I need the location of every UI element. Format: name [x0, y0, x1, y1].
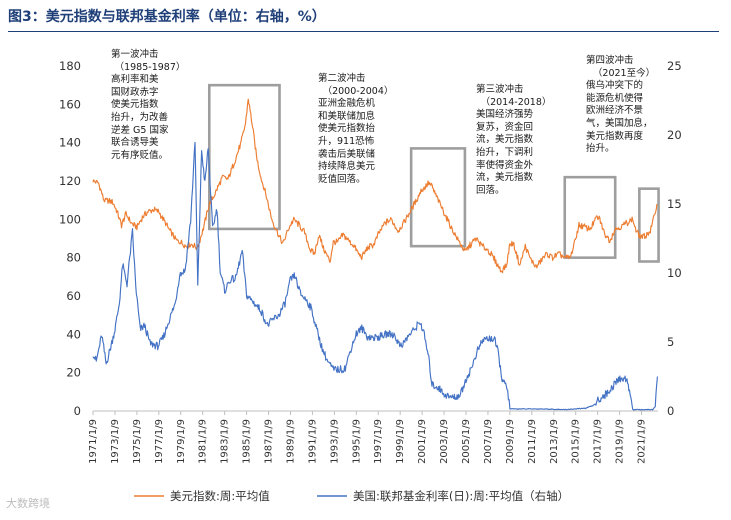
y-left-tick-4: 80	[66, 251, 81, 265]
y-right-tick-2: 10	[667, 266, 682, 280]
annotation-wave2-heading: 第二波冲击	[318, 73, 366, 84]
y-right-tick-1: 5	[667, 335, 674, 349]
annotation-wave4-line-4: 美元指数再度	[586, 130, 644, 142]
y-left-tick-5: 100	[59, 212, 81, 226]
x-tick-25: 2021/1/9	[637, 419, 648, 464]
y-right-tick-0: 0	[667, 404, 674, 418]
x-tick-21: 2013/1/9	[549, 419, 560, 464]
x-tick-0: 1971/1/9	[88, 419, 99, 464]
annotation-wave1-line-0: 高利率和美	[111, 74, 159, 86]
x-tick-13: 1997/1/9	[373, 419, 384, 464]
y-left-tick-8: 160	[59, 97, 81, 111]
annotation-box-wave3	[563, 175, 617, 259]
annotation-wave1-line-1: 国财政赤字	[111, 86, 159, 98]
annotation-wave3-heading: 第三波冲击	[476, 84, 524, 95]
x-tick-8: 1987/1/9	[264, 419, 275, 464]
y-right-tick-4: 20	[667, 128, 682, 142]
x-tick-12: 1995/1/9	[351, 419, 362, 464]
annotation-wave3-line-6: 回落。	[476, 184, 505, 196]
annotation-wave1-line-2: 使美元指数	[111, 99, 159, 111]
annotation-wave4-body: 俄乌冲突下的 能源危机使得 欧洲经济不景 气，美国加息， 美元指数再度 抬升。	[586, 80, 662, 156]
x-tick-7: 1985/1/9	[242, 419, 253, 464]
y-left-tick-3: 60	[66, 289, 81, 303]
x-tick-22: 2015/1/9	[571, 419, 582, 464]
x-tick-17: 2005/1/9	[461, 419, 472, 464]
y-left-tick-9: 180	[59, 59, 81, 73]
x-tick-20: 2011/1/9	[527, 419, 538, 464]
y-left-tick-2: 40	[66, 327, 81, 341]
title-rule	[8, 31, 719, 32]
legend: 美元指数:周:平均值 美国:联邦基金利率(日):周:平均值（右轴）	[134, 489, 569, 503]
y-left-tick-1: 20	[66, 366, 81, 380]
legend-label-ffr: 美国:联邦基金利率(日):周:平均值（右轴）	[353, 489, 569, 503]
x-tick-6: 1983/1/9	[220, 419, 231, 464]
annotation-wave1-heading: 第一波冲击	[111, 49, 159, 60]
x-tick-3: 1977/1/9	[154, 419, 165, 464]
x-tick-14: 1999/1/9	[395, 419, 406, 464]
annotation-wave2-line-1: 和美联储加息	[318, 110, 376, 122]
watermark: 大数跨境	[6, 497, 50, 510]
annotation-wave1-period: （1985-1987）	[114, 61, 186, 73]
annotation-wave3-line-4: 率使得资金外	[476, 159, 534, 171]
figure-title: 图3：美元指数与联邦基金利率（单位：右轴，%）	[8, 9, 326, 25]
annotation-wave3-line-1: 复苏，资金回	[476, 121, 534, 133]
annotation-wave3-line-2: 流，美元指数	[476, 134, 534, 146]
x-tick-24: 2019/1/9	[615, 419, 626, 464]
annotation-wave1: 第一波冲击 （1985-1987） 高利率和美 国财政赤字 使美元指数 抬升，为改善逆…	[111, 49, 189, 162]
annotation-wave4-period: （2021至今）	[592, 67, 656, 79]
annotation-wave2-body: 亚洲金融危机 和美联储加息 使美元指数抬 升，911恐怖 袭击后美联储 持续降息美元 贬值回…	[318, 98, 398, 186]
y-right-tick-3: 15	[667, 197, 682, 211]
y-left-tick-7: 140	[59, 136, 81, 150]
annotation-wave3-line-0: 美国经济强势	[476, 109, 534, 121]
series-line-fed-funds-rate	[92, 141, 659, 411]
annotation-wave2-line-0: 亚洲金融危机	[318, 98, 376, 110]
x-tick-10: 1991/1/9	[307, 419, 318, 464]
y-left-tick-0: 0	[74, 404, 81, 418]
x-tick-16: 2003/1/9	[439, 419, 450, 464]
x-tick-18: 2007/1/9	[483, 419, 494, 464]
annotation-wave3: 第三波冲击 （2014-2018） 美国经济强势 复苏，资金回 流，美元指数 抬升，下…	[476, 84, 556, 197]
annotation-wave2-line-3: 升，911恐怖	[318, 135, 375, 147]
x-tick-15: 2001/1/9	[417, 419, 428, 464]
annotation-wave1-line-4: 逆差 G5 国家	[111, 124, 169, 136]
x-tick-5: 1981/1/9	[198, 419, 209, 464]
annotation-wave2-period: （2000-2004）	[322, 85, 394, 97]
annotation-box-wave2	[409, 147, 467, 248]
annotation-wave4-line-2: 欧洲经济不景	[586, 105, 644, 117]
annotation-wave4: 第四波冲击 （2021至今） 俄乌冲突下的 能源危机使得 欧洲经济不景 气，美国加息，…	[586, 55, 662, 156]
annotation-wave2-line-5: 持续降息美元	[318, 161, 376, 173]
legend-label-usd: 美元指数:周:平均值	[170, 489, 270, 503]
y-right-tick-5: 25	[667, 59, 682, 73]
x-tick-1: 1973/1/9	[110, 419, 121, 464]
x-tick-11: 1993/1/9	[329, 419, 340, 464]
annotation-wave4-line-3: 气，美国加息，	[586, 117, 653, 129]
annotation-wave3-period: （2014-2018）	[480, 96, 552, 108]
annotation-wave4-line-5: 抬升。	[586, 143, 615, 155]
annotation-wave4-heading: 第四波冲击	[586, 55, 634, 66]
annotation-wave2-line-2: 使美元指数抬	[318, 123, 376, 135]
annotation-wave2-line-4: 袭击后美联储	[318, 148, 376, 160]
annotation-wave1-line-6: 元有序贬值。	[111, 149, 169, 161]
annotation-wave3-body: 美国经济强势 复苏，资金回 流，美元指数 抬升，下调利 率使得资金外 流，美元指数 回落。	[476, 109, 556, 197]
annotation-wave1-body: 高利率和美 国财政赤字 使美元指数 抬升，为改善 逆差 G5 国家 联合诱导美 元有序贬值。	[111, 74, 189, 162]
x-tick-23: 2017/1/9	[593, 419, 604, 464]
annotation-wave2: 第二波冲击 （2000-2004） 亚洲金融危机 和美联储加息 使美元指数抬 升，91…	[318, 73, 398, 186]
annotation-wave4-line-0: 俄乌冲突下的	[586, 80, 644, 92]
axes: 0 20 40 60 80 100 120 140 160 180 0 5 10 15 20 25 1971/1…	[59, 59, 682, 464]
annotation-wave1-line-5: 联合诱导美	[111, 137, 159, 149]
annotation-wave1-line-3: 抬升，为改善	[111, 111, 169, 123]
x-tick-2: 1975/1/9	[132, 419, 143, 464]
x-tick-9: 1989/1/9	[285, 419, 296, 464]
annotation-wave3-line-3: 抬升，下调利	[476, 146, 534, 158]
annotation-wave2-line-6: 贬值回落。	[318, 173, 366, 185]
y-left-tick-6: 120	[59, 174, 81, 188]
x-tick-4: 1979/1/9	[176, 419, 187, 464]
series-lines	[92, 98, 659, 411]
annotation-box-wave4	[638, 187, 660, 263]
annotation-wave4-line-1: 能源危机使得	[586, 92, 644, 104]
x-tick-19: 2009/1/9	[505, 419, 516, 464]
annotation-wave3-line-5: 流，美元指数	[476, 172, 534, 184]
